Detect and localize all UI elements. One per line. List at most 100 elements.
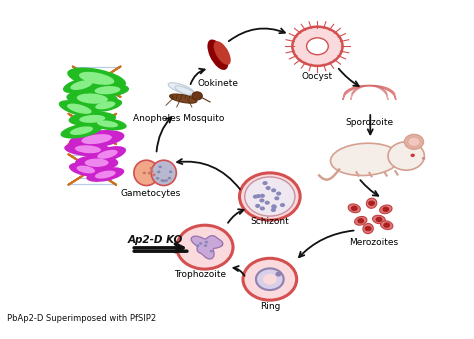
Text: PbAp2-D Superimposed with PfSIP2: PbAp2-D Superimposed with PfSIP2 xyxy=(7,314,156,322)
Circle shape xyxy=(199,242,202,245)
Ellipse shape xyxy=(64,142,112,157)
Text: Trophozoite: Trophozoite xyxy=(174,270,227,279)
Circle shape xyxy=(365,226,372,231)
Ellipse shape xyxy=(380,205,392,214)
Ellipse shape xyxy=(355,217,367,225)
Circle shape xyxy=(259,198,264,202)
Circle shape xyxy=(157,171,161,173)
Ellipse shape xyxy=(363,223,374,234)
Ellipse shape xyxy=(89,99,122,112)
Circle shape xyxy=(292,27,343,66)
Circle shape xyxy=(263,274,277,285)
Ellipse shape xyxy=(75,145,101,153)
Circle shape xyxy=(143,172,146,174)
Circle shape xyxy=(271,208,276,212)
Ellipse shape xyxy=(170,94,197,103)
Circle shape xyxy=(204,244,207,247)
Ellipse shape xyxy=(69,162,103,177)
Ellipse shape xyxy=(70,126,93,135)
Circle shape xyxy=(368,201,375,206)
Ellipse shape xyxy=(373,215,385,224)
Ellipse shape xyxy=(75,155,118,170)
Circle shape xyxy=(375,217,383,222)
Ellipse shape xyxy=(76,165,95,174)
Ellipse shape xyxy=(175,86,196,97)
Circle shape xyxy=(256,268,283,290)
Circle shape xyxy=(210,250,213,253)
Ellipse shape xyxy=(168,83,194,94)
Circle shape xyxy=(263,181,268,185)
Ellipse shape xyxy=(348,204,360,213)
Circle shape xyxy=(162,180,165,182)
Circle shape xyxy=(192,92,202,100)
Polygon shape xyxy=(191,236,223,259)
Ellipse shape xyxy=(67,67,126,89)
Ellipse shape xyxy=(82,134,112,144)
Ellipse shape xyxy=(69,130,124,148)
Circle shape xyxy=(149,167,153,170)
Text: Gametocytes: Gametocytes xyxy=(121,188,181,198)
Circle shape xyxy=(239,173,300,220)
Circle shape xyxy=(422,157,425,160)
Circle shape xyxy=(383,207,389,212)
Text: Anopheles Mosquito: Anopheles Mosquito xyxy=(133,114,225,123)
Circle shape xyxy=(264,201,270,205)
Circle shape xyxy=(156,177,159,180)
Ellipse shape xyxy=(86,83,129,97)
Circle shape xyxy=(383,222,390,228)
Circle shape xyxy=(196,244,200,247)
Ellipse shape xyxy=(89,146,126,162)
Circle shape xyxy=(255,204,260,208)
Ellipse shape xyxy=(79,72,114,85)
Ellipse shape xyxy=(366,198,377,208)
Circle shape xyxy=(271,204,276,208)
Circle shape xyxy=(408,137,420,146)
Circle shape xyxy=(272,205,277,209)
Circle shape xyxy=(280,203,285,207)
Circle shape xyxy=(161,179,164,182)
Ellipse shape xyxy=(88,118,127,130)
Circle shape xyxy=(177,225,233,269)
Text: Oocyst: Oocyst xyxy=(302,72,333,81)
Circle shape xyxy=(256,194,261,198)
Circle shape xyxy=(274,196,280,200)
Ellipse shape xyxy=(79,115,105,123)
Ellipse shape xyxy=(381,221,393,230)
Circle shape xyxy=(388,142,424,170)
Ellipse shape xyxy=(95,171,116,179)
Text: Schizont: Schizont xyxy=(250,217,289,226)
Circle shape xyxy=(307,38,328,55)
Ellipse shape xyxy=(94,86,120,94)
Circle shape xyxy=(148,172,151,175)
Circle shape xyxy=(260,194,265,198)
Circle shape xyxy=(260,206,265,211)
Text: Ookinete: Ookinete xyxy=(197,79,238,88)
Text: Ring: Ring xyxy=(260,302,280,311)
Circle shape xyxy=(404,134,423,149)
Circle shape xyxy=(410,154,415,157)
Circle shape xyxy=(351,206,358,211)
Ellipse shape xyxy=(330,143,400,176)
Circle shape xyxy=(265,186,271,190)
Ellipse shape xyxy=(63,77,100,93)
Circle shape xyxy=(152,174,155,176)
Circle shape xyxy=(243,258,297,300)
Ellipse shape xyxy=(95,101,115,109)
Text: Sporozoite: Sporozoite xyxy=(346,118,393,127)
Ellipse shape xyxy=(97,120,118,127)
Circle shape xyxy=(276,192,281,196)
Ellipse shape xyxy=(70,80,92,90)
Text: Ap2-D KO: Ap2-D KO xyxy=(128,235,183,245)
Circle shape xyxy=(275,272,282,277)
Circle shape xyxy=(205,241,208,243)
Ellipse shape xyxy=(67,104,91,114)
Circle shape xyxy=(158,165,162,168)
Circle shape xyxy=(253,195,258,199)
Ellipse shape xyxy=(85,159,109,167)
Ellipse shape xyxy=(86,167,124,182)
Polygon shape xyxy=(351,85,388,100)
Ellipse shape xyxy=(97,150,118,159)
Ellipse shape xyxy=(59,100,100,117)
Ellipse shape xyxy=(69,112,116,126)
Ellipse shape xyxy=(77,94,108,104)
